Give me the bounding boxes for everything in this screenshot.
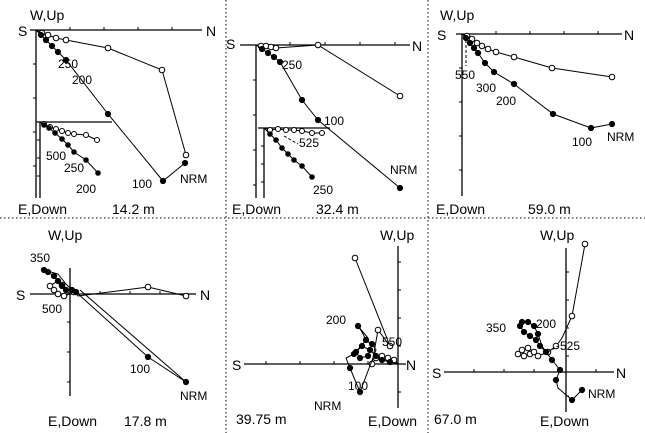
horizontal-projection-path [255, 44, 401, 97]
south-label: S [16, 287, 25, 303]
w-up-label: W,Up [380, 227, 414, 243]
south-label: S [432, 365, 441, 381]
step-label: 550 [382, 335, 402, 349]
step-label: 250 [64, 161, 84, 175]
inset-plot: 525 250 [258, 126, 333, 198]
vertical-projection-points [40, 266, 190, 386]
step-label: 100 [324, 114, 344, 128]
vertical-projection-points [258, 45, 404, 192]
north-label: N [412, 38, 422, 54]
step-label: 500 [46, 149, 66, 163]
depth-label: 39.75 m [236, 411, 287, 427]
north-label: N [624, 27, 634, 43]
panel-17-8m: W,Up S N E,Down 17.8 m 350 500 100 NRM [16, 227, 210, 429]
step-label: 100 [348, 379, 368, 393]
south-label: S [18, 23, 27, 39]
panel-39-75m: W,Up S N E,Down 39.75 m 200 550 100 NRM [232, 227, 417, 429]
step-label: 100 [132, 177, 152, 191]
nrm-label: NRM [180, 172, 207, 186]
vertical-projection-points [37, 31, 189, 185]
step-label: 100 [130, 362, 150, 376]
e-down-label: E,Down [368, 413, 417, 429]
e-down-label: E,Down [18, 201, 67, 217]
panel-59-0m: W,Up S N E,Down 59.0 m 550 300 200 100 N… [436, 7, 634, 217]
e-down-label: E,Down [540, 413, 589, 429]
north-label: N [406, 357, 416, 373]
step-label: 200 [536, 317, 556, 331]
step-label: 550 [455, 68, 475, 82]
step-label: 300 [476, 81, 496, 95]
step-label: 350 [486, 321, 506, 335]
e-down-label: E,Down [436, 201, 485, 217]
south-label: S [232, 357, 241, 373]
south-label: S [226, 36, 235, 52]
depth-label: 17.8 m [124, 413, 167, 429]
north-label: N [206, 23, 216, 39]
step-label: 350 [30, 251, 50, 265]
step-label: 200 [326, 313, 346, 327]
north-label: N [200, 287, 210, 303]
step-label: 250 [58, 57, 78, 71]
nrm-label: NRM [180, 389, 207, 403]
south-label: S [437, 27, 446, 43]
step-label: 250 [313, 183, 333, 197]
panel-32-4m: 525 250 S N E,Down 32.4 m 250 100 NRM [226, 36, 422, 217]
step-label: 200 [76, 182, 96, 196]
w-up-label: W,Up [30, 7, 64, 23]
depth-label: 59.0 m [528, 201, 571, 217]
horizontal-projection-points [463, 32, 616, 81]
w-up-label: W,Up [540, 227, 574, 243]
horizontal-projection-path [461, 33, 613, 78]
nrm-label: NRM [607, 130, 634, 144]
w-up-label: W,Up [440, 7, 474, 23]
vertical-projection-points [346, 322, 394, 396]
step-label: 250 [282, 58, 302, 72]
step-label: 100 [572, 135, 592, 149]
depth-label: 32.4 m [316, 201, 359, 217]
nrm-label: NRM [314, 399, 341, 413]
step-label: 200 [496, 94, 516, 108]
step-label: 200 [72, 73, 92, 87]
w-up-label: W,Up [48, 227, 82, 243]
depth-label: 67.0 m [434, 411, 477, 427]
panel-14-2m: 500 250 200 W,Up S N E,Down 14.2 m 250 2… [18, 7, 216, 217]
nrm-label: NRM [588, 387, 615, 401]
step-label: 525 [299, 136, 319, 150]
inset-plot: 500 250 200 [36, 121, 112, 198]
depth-label: 14.2 m [112, 201, 155, 217]
nrm-label: NRM [390, 163, 417, 177]
step-label: 500 [42, 302, 62, 316]
e-down-label: E,Down [232, 201, 281, 217]
vertical-projection-points [516, 318, 586, 404]
vertical-projection-points [462, 34, 616, 132]
e-down-label: E,Down [48, 413, 97, 429]
horizontal-projection-points [257, 41, 404, 100]
north-label: N [616, 365, 626, 381]
panel-67-0m: W,Up S N E,Down 67.0 m 350 200 525 NRM [432, 227, 626, 429]
step-label: 525 [560, 339, 580, 353]
